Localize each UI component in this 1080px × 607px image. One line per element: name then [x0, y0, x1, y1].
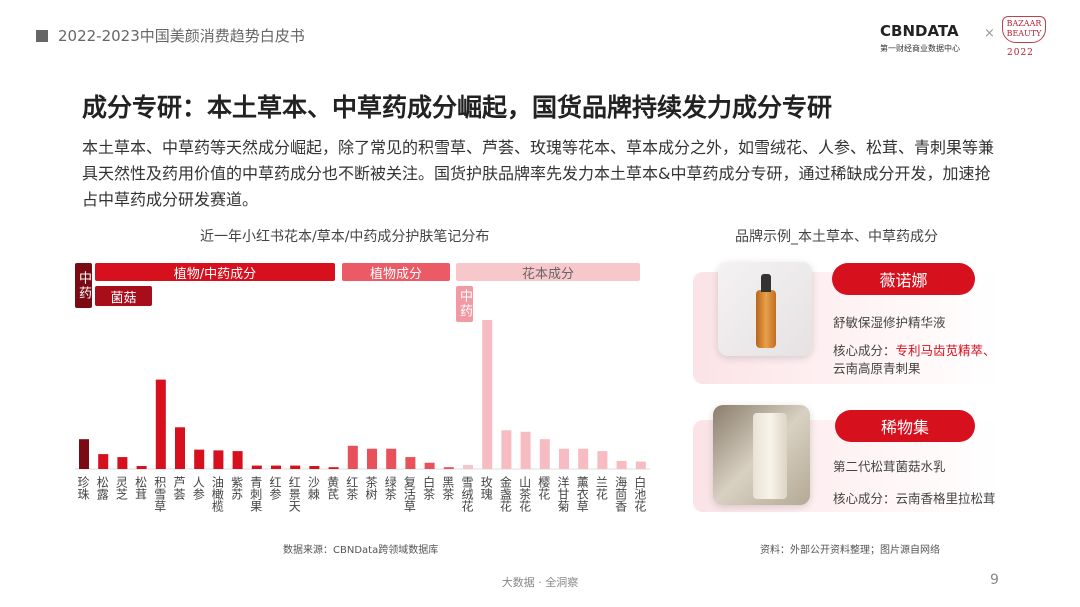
- bar-珍珠: [79, 439, 89, 469]
- bar-复活草: [405, 457, 416, 469]
- x-tick-label: 芦荟: [172, 476, 186, 500]
- bazaar-year: 2022: [1007, 48, 1034, 58]
- brand-pill-ximuji: 稀物集: [835, 410, 975, 442]
- x-tick-label: 油橄榄: [210, 476, 225, 512]
- group-band-tcm-flower: 中药: [456, 286, 473, 322]
- x-tick-label: 红茶: [344, 476, 359, 500]
- x-tick-label: 灵芝: [114, 476, 129, 500]
- bar-玫瑰: [482, 320, 493, 469]
- bar-海茴香: [616, 460, 627, 469]
- x-tick-label: 红参: [268, 476, 282, 500]
- core-label: 核心成分：: [833, 491, 896, 506]
- report-title: 2022-2023中国美颜消费趋势白皮书: [58, 27, 305, 45]
- group-band-tcm: 中药: [75, 263, 92, 308]
- brand-pill-winona: 薇诺娜: [832, 263, 975, 295]
- x-tick-label: 雪绒花: [460, 476, 474, 512]
- bar-雪绒花: [463, 464, 473, 469]
- x-tick-label: 黄芪: [325, 476, 340, 500]
- x-tick-label: 兰花: [594, 476, 609, 500]
- examples-title: 品牌示例_本土草本、中草药成分: [735, 229, 938, 245]
- page-description: 本土草本、中草药等天然成分崛起，除了常见的积雪草、芦荟、玫瑰等花本、草本成分之外…: [82, 138, 995, 209]
- product-image-lotion: [713, 405, 810, 505]
- x-tick-label: 复活草: [402, 476, 417, 512]
- x-tick-label: 茶树: [364, 476, 378, 500]
- x-tick-label: 白茶: [421, 476, 436, 500]
- cbndata-logo: CBNDATA: [880, 22, 959, 40]
- x-tick-label: 绿茶: [383, 476, 398, 500]
- page-title: 成分专研：本土草本、中草药成分崛起，国货品牌持续发力成分专研: [82, 93, 833, 122]
- bar-绿茶: [386, 448, 397, 469]
- bar-兰花: [597, 451, 608, 469]
- logo-group: CBNDATA 第一财经商业数据中心 × BAZAAR BEAUTY 2022: [880, 16, 1070, 68]
- cbndata-logo-sub: 第一财经商业数据中心: [880, 44, 960, 53]
- x-tick-label: 樱花: [536, 476, 551, 500]
- bar-白池花: [635, 461, 646, 469]
- core-rest: 云南高原青刺果: [833, 361, 921, 376]
- product-name: 舒敏保湿修护精华液: [833, 315, 946, 330]
- x-tick-label: 白池花: [632, 476, 647, 512]
- bar-红参: [271, 465, 281, 469]
- bazaar-beauty-logo: BAZAAR BEAUTY: [1002, 16, 1046, 43]
- bar-油橄榄: [213, 450, 224, 469]
- core-ingredients: 核心成分：云南香格里拉松茸: [833, 490, 996, 508]
- x-tick-label: 金盏花: [498, 476, 513, 512]
- x-tick-label: 珍珠: [76, 476, 90, 500]
- x-tick-label: 松露: [95, 476, 110, 500]
- core-rest: 云南香格里拉松茸: [895, 491, 996, 506]
- x-tick-label: 山茶花: [517, 476, 532, 512]
- bar-紫苏: [232, 451, 243, 469]
- bar-白茶: [424, 462, 435, 469]
- page-number: 9: [990, 572, 999, 588]
- x-tick-label: 红景天: [287, 476, 302, 512]
- bar-樱花: [539, 439, 550, 469]
- group-band-mushroom: 菌菇: [95, 286, 152, 306]
- x-tick-label: 紫苏: [229, 476, 244, 500]
- product-name: 第二代松茸菌菇水乳: [833, 459, 946, 474]
- bar-黑茶: [443, 467, 454, 469]
- bar-松茸: [136, 466, 147, 469]
- footer-text: 大数据 · 全洞察: [501, 576, 579, 589]
- core-label: 核心成分：: [833, 343, 896, 358]
- bar-黄芪: [328, 467, 339, 469]
- x-tick-label: 松茸: [133, 476, 148, 500]
- examples-source: 资料：外部公开资料整理；图片源自网络: [760, 545, 940, 556]
- bar-薰衣草: [578, 448, 589, 469]
- report-header: 2022-2023中国美颜消费趋势白皮书: [36, 25, 305, 46]
- core-highlight: 专利马齿苋精萃、: [895, 343, 996, 358]
- bar-青刺果: [251, 465, 262, 469]
- square-icon: [36, 29, 48, 42]
- bar-松露: [98, 454, 109, 469]
- bar-山茶花: [520, 431, 531, 469]
- bar-灵芝: [117, 457, 128, 469]
- collab-x: ×: [984, 26, 995, 41]
- bar-红景天: [290, 465, 301, 469]
- x-tick-label: 积雪草: [152, 476, 167, 512]
- x-tick-label: 洋甘菊: [556, 476, 570, 512]
- x-tick-label: 人参: [191, 476, 206, 500]
- group-band-plant: 植物成分: [342, 263, 450, 282]
- core-ingredients: 核心成分：专利马齿苋精萃、云南高原青刺果: [833, 342, 1003, 378]
- x-tick-label: 黑茶: [440, 476, 455, 500]
- x-tick-label: 沙棘: [306, 476, 321, 500]
- bar-洋甘菊: [559, 448, 569, 469]
- bar-红茶: [347, 445, 358, 469]
- bar-积雪草: [155, 379, 166, 469]
- chart-source: 数据来源：CBNData跨领域数据库: [283, 545, 439, 556]
- x-tick-label: 薰衣草: [575, 476, 590, 512]
- x-tick-label: 海茴香: [613, 476, 628, 512]
- bar-金盏花: [501, 430, 512, 469]
- x-tick-label: 玫瑰: [479, 476, 494, 500]
- bar-人参: [194, 449, 205, 469]
- bar-芦荟: [175, 427, 185, 469]
- group-band-flower: 花本成分: [456, 263, 640, 282]
- group-band-plant-tcm: 植物/中药成分: [95, 263, 335, 282]
- bar-茶树: [367, 448, 377, 469]
- product-image-serum: [718, 262, 812, 356]
- chart-title: 近一年小红书花本/草本/中药成分护肤笔记分布: [200, 229, 490, 245]
- x-tick-label: 青刺果: [248, 476, 263, 512]
- bar-沙棘: [309, 466, 320, 469]
